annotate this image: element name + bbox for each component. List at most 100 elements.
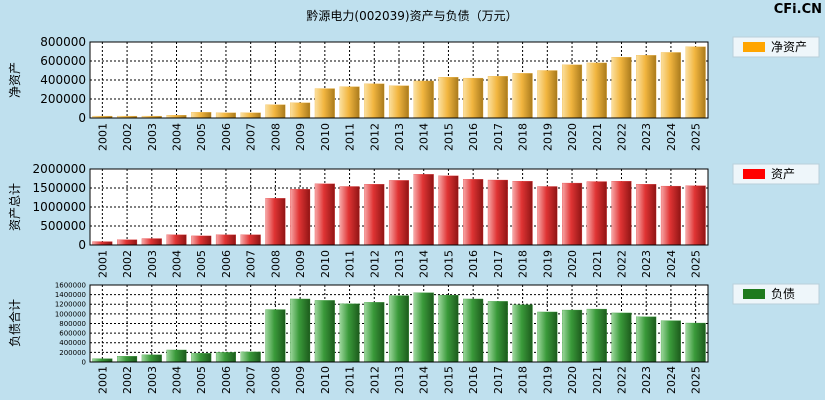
bar-2014 [413, 80, 434, 119]
x-tick-label: 2006 [220, 123, 233, 151]
bar-2008 [265, 309, 286, 363]
x-tick-label: 2016 [467, 250, 480, 278]
bar-2024 [660, 320, 681, 363]
x-tick-label: 2015 [442, 366, 455, 394]
x-tick-label: 2011 [344, 250, 357, 278]
bar-2024 [660, 185, 681, 246]
bar-2022 [611, 57, 632, 119]
y-axis-title: 负债合计 [7, 299, 22, 347]
watermark: CFi.CN [774, 2, 822, 17]
x-tick-label: 2003 [146, 250, 159, 278]
y-tick-label: 800000 [59, 320, 86, 328]
legend-label: 净资产 [771, 40, 807, 54]
plot-border [89, 168, 709, 246]
bar-2013 [388, 85, 410, 119]
bar-2005 [191, 112, 212, 119]
bar-2009 [290, 298, 311, 363]
x-tick-label: 2015 [442, 250, 455, 278]
x-tick-label: 2014 [418, 366, 431, 394]
bar-2019 [537, 70, 558, 119]
x-tick-label: 2001 [96, 123, 109, 151]
bar-2003 [141, 354, 162, 363]
y-tick-label: 1600000 [55, 281, 86, 289]
bar-2016 [463, 179, 484, 246]
bar-2025 [685, 185, 706, 246]
bar-2023 [636, 55, 657, 119]
x-tick-label: 2012 [368, 123, 381, 151]
bar-2009 [290, 102, 311, 119]
bar-2006 [215, 352, 236, 363]
y-tick-label: 600000 [59, 330, 86, 338]
x-tick-label: 2003 [146, 366, 159, 394]
bar-2023 [636, 316, 657, 363]
bar-2008 [265, 104, 286, 119]
x-tick-label: 2022 [615, 123, 628, 151]
x-tick-label: 2013 [393, 366, 406, 394]
x-tick-label: 2003 [146, 123, 159, 151]
bar-2021 [586, 308, 607, 363]
y-axis-title: 净资产 [8, 62, 22, 98]
y-tick-label: 2000000 [33, 162, 86, 176]
x-tick-label: 2021 [591, 366, 604, 394]
bar-2015 [438, 77, 459, 119]
bar-2001 [92, 358, 113, 363]
y-tick-label: 500000 [40, 219, 86, 233]
bar-2011 [339, 186, 360, 246]
y-tick-label: 200000 [40, 92, 86, 106]
bar-2017 [487, 301, 508, 363]
x-tick-label: 2014 [418, 123, 431, 151]
x-tick-label: 2001 [96, 366, 109, 394]
x-tick-label: 2002 [121, 123, 134, 151]
x-tick-label: 2021 [591, 123, 604, 151]
x-tick-label: 2017 [492, 366, 505, 394]
x-tick-label: 2012 [368, 250, 381, 278]
bar-2025 [685, 46, 706, 119]
bar-2024 [660, 52, 681, 119]
bar-2002 [117, 239, 138, 246]
bar-2009 [290, 188, 311, 246]
bar-2001 [92, 241, 113, 246]
x-tick-label: 2005 [195, 250, 208, 278]
legend-label: 资产 [771, 167, 795, 181]
bar-2019 [537, 186, 558, 246]
x-tick-label: 2013 [393, 123, 406, 151]
bar-2004 [166, 349, 187, 363]
x-tick-label: 2018 [517, 250, 530, 278]
y-tick-label: 1000000 [55, 310, 86, 318]
bar-2020 [562, 182, 583, 246]
x-tick-label: 2013 [393, 250, 406, 278]
bar-2014 [413, 292, 434, 363]
bar-2014 [413, 174, 434, 246]
y-tick-label: 400000 [40, 73, 86, 87]
chart-title: 黔源电力(002039)资产与负债（万元） [306, 8, 517, 23]
y-tick-label: 800000 [40, 35, 86, 49]
plot-border [89, 41, 709, 119]
bar-2007 [240, 351, 261, 363]
x-tick-label: 2022 [615, 250, 628, 278]
x-tick-label: 2024 [665, 250, 678, 278]
bar-2012 [364, 83, 385, 119]
bar-2019 [537, 311, 558, 363]
bar-2023 [636, 184, 657, 246]
bar-2015 [438, 175, 459, 246]
bar-2005 [191, 235, 212, 246]
bar-2025 [685, 322, 706, 363]
bar-2022 [611, 312, 632, 363]
x-tick-label: 2012 [368, 366, 381, 394]
bar-2015 [438, 294, 459, 363]
x-tick-label: 2023 [640, 123, 653, 151]
bar-2012 [364, 302, 385, 363]
bar-2002 [117, 356, 138, 363]
bar-2003 [141, 238, 162, 246]
y-axis-title: 资产总计 [8, 183, 22, 231]
x-tick-label: 2023 [640, 250, 653, 278]
x-tick-label: 2017 [492, 250, 505, 278]
x-tick-label: 2020 [566, 250, 579, 278]
y-tick-label: 1000000 [33, 200, 86, 214]
x-tick-label: 2017 [492, 123, 505, 151]
bar-2021 [586, 62, 607, 119]
x-tick-label: 2008 [269, 366, 282, 394]
bar-2006 [215, 112, 236, 119]
